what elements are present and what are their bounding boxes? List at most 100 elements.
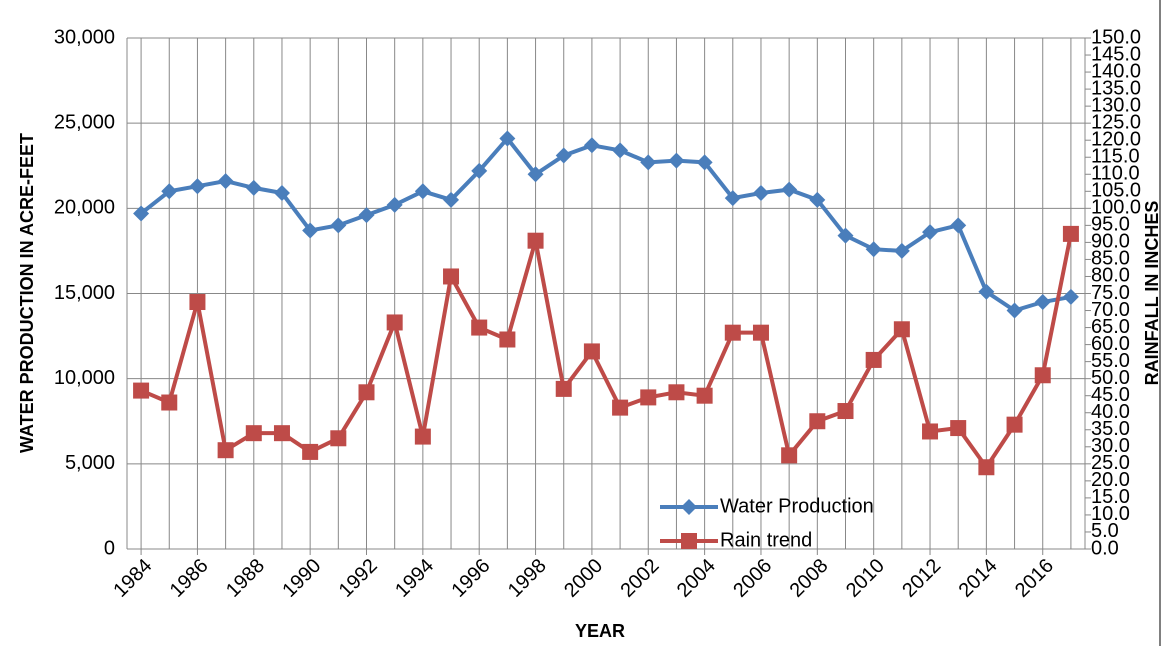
point — [893, 242, 910, 259]
x-tick-label: 2004 — [673, 555, 720, 602]
point — [471, 319, 488, 336]
point — [1034, 367, 1051, 384]
point — [302, 443, 319, 460]
y2-tick-label: 65.0 — [1091, 316, 1130, 338]
point — [330, 217, 347, 234]
point — [752, 324, 769, 341]
y-tick-label: 10,000 — [54, 367, 115, 389]
y2-axis-title: RAINFALL IN INCHES — [1142, 201, 1162, 386]
point — [189, 178, 206, 195]
point — [950, 420, 967, 437]
point — [612, 142, 629, 159]
y2-tick-label: 145.0 — [1091, 43, 1141, 65]
x-tick-label: 1998 — [504, 555, 551, 602]
y2-tick-label: 0.0 — [1091, 537, 1119, 559]
legend-label: Water Production — [720, 495, 874, 517]
y2-tick-label: 45.0 — [1091, 384, 1130, 406]
y-tick-label: 15,000 — [54, 282, 115, 304]
y-axis-title: WATER PRODUCTION IN ACRE-FEET — [17, 133, 37, 453]
point — [837, 403, 854, 420]
point — [612, 399, 629, 416]
x-tick-label: 2012 — [898, 555, 945, 602]
y2-tick-label: 60.0 — [1091, 333, 1130, 355]
x-tick-label: 2014 — [955, 555, 1002, 602]
y2-tick-label: 50.0 — [1091, 367, 1130, 389]
point — [1062, 288, 1079, 305]
point — [358, 207, 375, 224]
point — [527, 166, 544, 183]
legend-label: Rain trend — [720, 529, 812, 551]
y2-tick-label: 85.0 — [1091, 248, 1130, 270]
y-tick-label: 0 — [104, 537, 115, 559]
x-tick-label: 1992 — [335, 555, 382, 602]
x-tick-label: 1984 — [109, 555, 156, 602]
point — [414, 183, 431, 200]
point — [133, 205, 150, 222]
point — [752, 185, 769, 202]
y2-tick-label: 40.0 — [1091, 401, 1130, 423]
point — [583, 137, 600, 154]
legend-marker — [681, 533, 697, 549]
point — [358, 384, 375, 401]
legend-marker — [681, 499, 697, 515]
x-tick-label: 2002 — [617, 555, 664, 602]
y2-tick-label: 75.0 — [1091, 282, 1130, 304]
y2-tick-label: 70.0 — [1091, 299, 1130, 321]
point — [978, 459, 995, 476]
point — [1006, 302, 1023, 319]
y2-tick-label: 55.0 — [1091, 350, 1130, 372]
legend: Water Production Rain trend — [660, 495, 874, 551]
point — [809, 191, 826, 208]
point — [668, 152, 685, 169]
point — [133, 382, 150, 399]
point — [386, 314, 403, 331]
y-tick-label: 30,000 — [54, 26, 115, 48]
point — [330, 430, 347, 447]
point — [273, 425, 290, 442]
y2-tick-label: 15.0 — [1091, 486, 1130, 508]
point — [386, 196, 403, 213]
y2-tick-label: 100.0 — [1091, 197, 1141, 219]
y2-tick-label: 35.0 — [1091, 418, 1130, 440]
y2-tick-label: 140.0 — [1091, 60, 1141, 82]
point — [583, 343, 600, 360]
point — [865, 241, 882, 258]
point — [640, 389, 657, 406]
point — [527, 232, 544, 249]
y2-tick-label: 10.0 — [1091, 503, 1130, 525]
point — [1006, 416, 1023, 433]
x-axis-title: YEAR — [575, 621, 625, 641]
point — [781, 447, 798, 464]
x-tick-label: 2016 — [1011, 555, 1058, 602]
point — [668, 384, 685, 401]
x-tick-label: 2008 — [786, 555, 833, 602]
y2-tick-label: 150.0 — [1091, 26, 1141, 48]
point — [837, 227, 854, 244]
point — [161, 183, 178, 200]
point — [724, 324, 741, 341]
y2-tick-label: 105.0 — [1091, 180, 1141, 202]
point — [555, 380, 572, 397]
point — [922, 423, 939, 440]
point — [696, 387, 713, 404]
y2-tick-label: 125.0 — [1091, 111, 1141, 133]
y2-tick-label: 90.0 — [1091, 231, 1130, 253]
point — [471, 162, 488, 179]
y-tick-label: 5,000 — [65, 452, 115, 474]
y2-tick-label: 80.0 — [1091, 265, 1130, 287]
y2-tick-label: 30.0 — [1091, 435, 1130, 457]
y-tick-label: 25,000 — [54, 111, 115, 133]
x-tick-label: 2006 — [729, 555, 776, 602]
y2-tick-label: 110.0 — [1091, 163, 1140, 185]
point — [978, 283, 995, 300]
point — [1034, 294, 1051, 311]
y2-tick-label: 115.0 — [1091, 146, 1140, 168]
y2-tick-label: 130.0 — [1091, 94, 1141, 116]
point — [950, 217, 967, 234]
y2-tick-label: 25.0 — [1091, 452, 1130, 474]
point — [217, 442, 234, 459]
point — [414, 428, 431, 445]
point — [245, 425, 262, 442]
point — [640, 154, 657, 171]
